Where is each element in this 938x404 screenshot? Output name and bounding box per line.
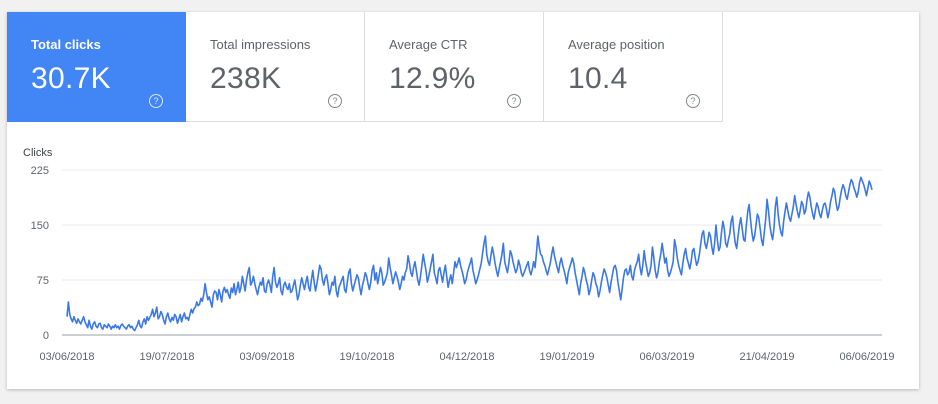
help-icon[interactable]: ? (328, 94, 342, 108)
y-axis-ticks: 0 75 150 225 (31, 165, 49, 342)
tile-label: Total clicks (31, 37, 101, 52)
metric-tiles: Total clicks 30.7K ? Total impressions 2… (7, 12, 723, 122)
tile-total-clicks[interactable]: Total clicks 30.7K ? (7, 12, 186, 122)
tile-total-impressions[interactable]: Total impressions 238K ? (186, 12, 365, 122)
tile-value: 12.9% (389, 62, 476, 95)
tile-average-position[interactable]: Average position 10.4 ? (544, 12, 723, 122)
clicks-chart-svg: 0 75 150 225 03/06/2018 19/07/2018 03/09/2018… (23, 147, 895, 363)
y-tick-label: 0 (43, 330, 49, 342)
y-tick-label: 150 (31, 220, 49, 232)
tile-average-ctr[interactable]: Average CTR 12.9% ? (365, 12, 544, 122)
x-axis-ticks: 03/06/2018 19/07/2018 03/09/2018 19/10/2018… (39, 351, 894, 363)
x-tick-label: 03/09/2018 (239, 351, 294, 363)
tile-value: 30.7K (31, 62, 111, 95)
tile-value: 238K (210, 62, 282, 95)
performance-card: Total clicks 30.7K ? Total impressions 2… (7, 12, 919, 389)
tile-value: 10.4 (568, 62, 628, 95)
x-tick-label: 06/03/2019 (639, 351, 694, 363)
tile-label: Average position (568, 37, 665, 52)
x-tick-label: 21/04/2019 (739, 351, 794, 363)
clicks-series-line (66, 176, 873, 332)
x-tick-label: 03/06/2018 (39, 351, 94, 363)
x-tick-label: 06/06/2019 (839, 351, 894, 363)
x-tick-label: 19/01/2019 (539, 351, 594, 363)
clicks-chart: 0 75 150 225 03/06/2018 19/07/2018 03/09/2018… (7, 122, 919, 389)
y-axis-label: Clicks (23, 147, 53, 159)
help-icon[interactable]: ? (686, 94, 700, 108)
help-icon[interactable]: ? (507, 94, 521, 108)
tile-label: Average CTR (389, 37, 468, 52)
x-tick-label: 19/10/2018 (339, 351, 394, 363)
help-icon[interactable]: ? (149, 94, 163, 108)
x-tick-label: 04/12/2018 (439, 351, 494, 363)
chart-grid (62, 169, 882, 281)
y-tick-label: 75 (37, 275, 49, 287)
x-tick-label: 19/07/2018 (139, 351, 194, 363)
y-tick-label: 225 (31, 165, 49, 177)
tile-label: Total impressions (210, 37, 311, 52)
